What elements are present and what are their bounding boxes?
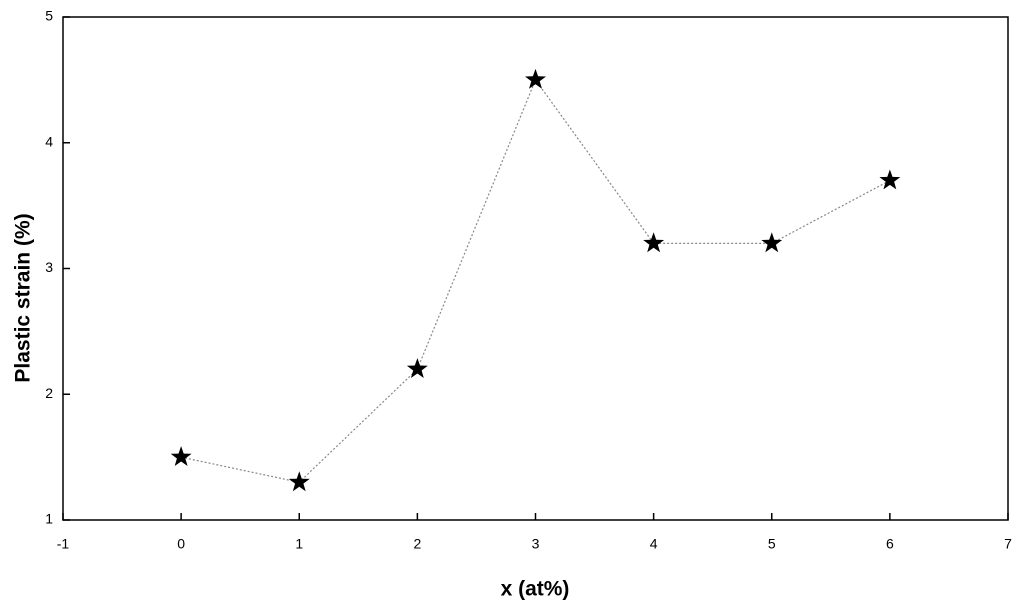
star-marker <box>879 169 901 190</box>
star-marker <box>761 232 783 253</box>
x-tick-label: 3 <box>532 536 540 552</box>
y-axis-title: Plastic strain (%) <box>12 213 35 382</box>
x-tick-label: 1 <box>295 536 303 552</box>
x-tick-label: -1 <box>57 536 70 552</box>
star-marker <box>406 358 428 378</box>
y-tick-label: 2 <box>45 385 53 401</box>
x-tick-label: 7 <box>1004 536 1012 552</box>
y-tick-label: 5 <box>45 8 53 24</box>
star-marker <box>288 471 310 492</box>
star-marker <box>643 232 665 253</box>
x-tick-label: 6 <box>886 536 894 552</box>
x-tick-label: 2 <box>413 536 421 552</box>
x-tick-label: 4 <box>650 536 658 552</box>
star-marker <box>525 68 546 89</box>
plot-frame <box>62 16 1009 521</box>
y-tick-label: 1 <box>45 511 53 527</box>
series-line <box>181 78 891 483</box>
x-tick-label: 0 <box>177 536 185 552</box>
star-marker <box>170 446 192 466</box>
y-tick-label: 4 <box>45 133 53 149</box>
x-tick-label: 5 <box>768 536 776 552</box>
x-axis-title: x (at%) <box>501 578 570 601</box>
y-tick-label: 3 <box>45 259 53 275</box>
